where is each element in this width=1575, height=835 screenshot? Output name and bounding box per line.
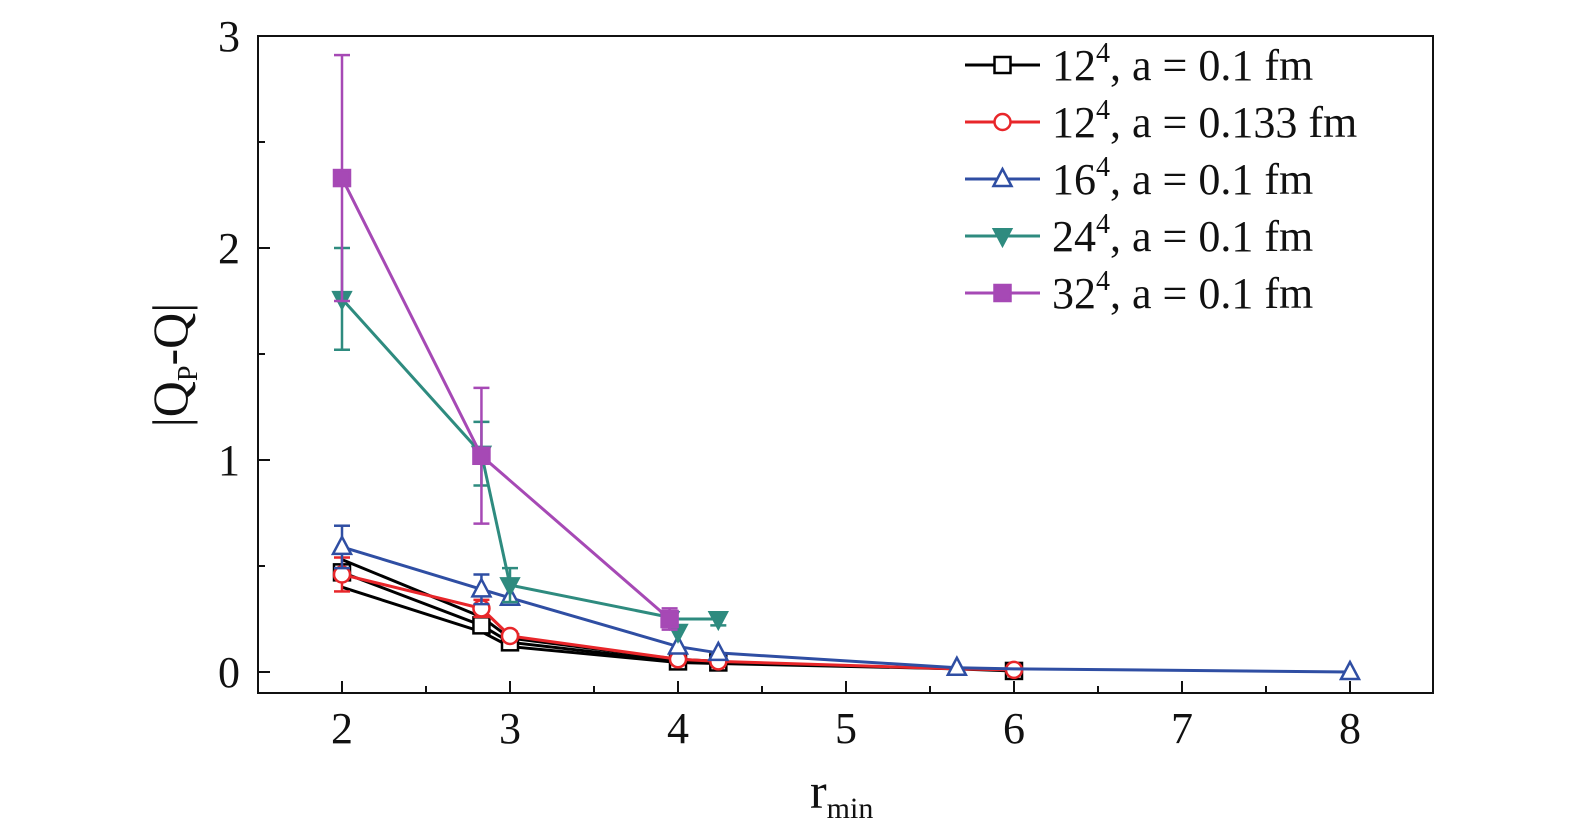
axes: 2 3 4 5 6 7 8 0 1 2 3 rmin |QP-Q| [142, 12, 1434, 825]
legend-entry: 324, a = 0.1 fm [965, 266, 1313, 318]
series-4 [331, 246, 729, 644]
series-line [341, 545, 1351, 674]
y-axis-title-sub: P [173, 366, 204, 382]
series-5 [332, 53, 679, 631]
legend-entry: 164, a = 0.1 fm [965, 152, 1313, 204]
data-point [472, 616, 491, 635]
y-axis-title-part: -Q| [142, 303, 198, 366]
x-tick-label: 7 [1171, 704, 1193, 753]
y-tick-label: 2 [218, 224, 240, 273]
x-tick-label: 4 [667, 704, 689, 753]
data-point [472, 446, 491, 466]
data-point [945, 655, 968, 677]
legend-label: 164, a = 0.1 fm [1052, 152, 1313, 204]
data-point [500, 626, 520, 646]
x-tick-label: 6 [1003, 704, 1025, 753]
y-tick-label: 1 [218, 436, 240, 485]
x-axis-title-sub: min [827, 792, 874, 825]
data-point [499, 577, 521, 598]
x-tick-label: 5 [835, 704, 857, 753]
x-tick-label: 8 [1339, 704, 1361, 753]
data-point [707, 611, 729, 632]
y-tick-label: 0 [218, 648, 240, 697]
legend-entry: 124, a = 0.1 fm [965, 38, 1313, 90]
legend-label: 244, a = 0.1 fm [1052, 209, 1313, 261]
series-line [340, 177, 671, 621]
y-axis-title-part: |Q [142, 381, 198, 427]
legend-swatch-marker [991, 166, 1014, 188]
legend-swatch-marker [993, 55, 1012, 75]
data-point [470, 576, 493, 598]
data-point [330, 534, 354, 556]
data-point [332, 168, 352, 188]
legend-entry: 244, a = 0.1 fm [965, 209, 1313, 261]
legend-label: 124, a = 0.1 fm [1052, 38, 1313, 90]
data-point [666, 633, 690, 655]
x-axis-title-main: r [810, 763, 827, 819]
legend-swatch-marker [991, 228, 1014, 249]
data-point [1338, 659, 1362, 681]
legend-label: 124, a = 0.133 fm [1052, 95, 1357, 147]
legend-entry: 124, a = 0.133 fm [965, 95, 1357, 147]
plot-area [330, 53, 1362, 681]
series-line [340, 297, 719, 621]
x-tick-label: 2 [331, 704, 353, 753]
x-axis-title: rmin [810, 763, 873, 825]
legend-swatch-marker [993, 112, 1012, 132]
legend-label: 324, a = 0.1 fm [1052, 266, 1313, 318]
data-point [707, 640, 730, 662]
x-tick-label: 3 [499, 704, 521, 753]
y-axis-title: |QP-Q| [142, 303, 204, 427]
data-point [660, 609, 679, 629]
y-tick-label: 3 [218, 12, 240, 61]
legend-swatch-marker [993, 283, 1012, 303]
